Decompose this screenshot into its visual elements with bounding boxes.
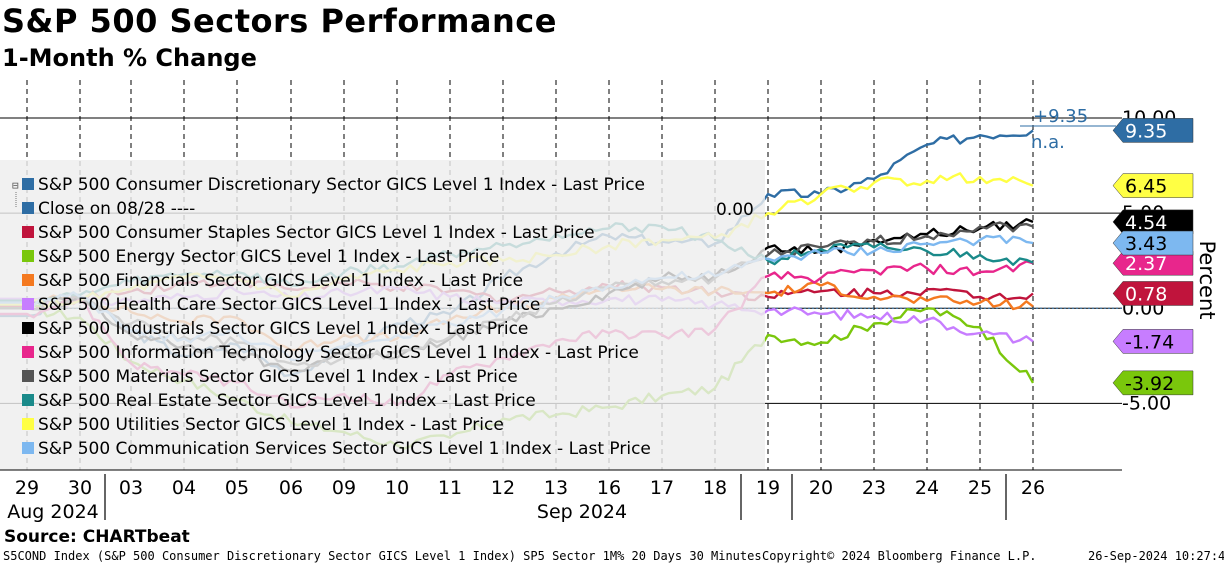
x-group-label-0: Aug 2024 (7, 501, 99, 523)
badge-shape-5 (1112, 329, 1194, 354)
chart-subtitle: 1-Month % Change (2, 44, 257, 72)
badge-label-5: -1.74 (1125, 331, 1174, 353)
x-tick-label-10: 13 (544, 477, 568, 499)
footer-copyright: Copyright© 2024 Bloomberg Finance L.P. (762, 549, 1037, 563)
badge-label-10: 6.45 (1125, 176, 1167, 198)
axis-layer: 29 30 03 04 05 06 09 10 11 12 13 16 17 18 19 20 23 24 25 26… (0, 106, 1219, 523)
last-value-badges: 9.35 0.78 -3.92 -1.74 4.54 2.37 6.45 3.43 (1112, 118, 1194, 396)
x-tick-label-19: 26 (1021, 477, 1045, 499)
legend-box (0, 160, 765, 470)
badge-shape-10 (1112, 173, 1194, 198)
legend-label-0: S&P 500 Consumer Discretionary Sector GI… (38, 175, 645, 195)
legend-swatch-7 (22, 346, 34, 358)
annotation-change: +9.35 (1033, 106, 1088, 127)
legend: ⊟ S&P 500 Consumer Discretionary Sector G… (0, 160, 765, 470)
x-tick-label-1: 30 (68, 477, 92, 499)
x-group-label-1: Sep 2024 (537, 501, 627, 523)
x-tick-label-17: 24 (915, 477, 939, 499)
badge-label-7: 2.37 (1125, 253, 1167, 275)
legend-label-7: S&P 500 Information Technology Sector GI… (38, 343, 639, 363)
footer-timestamp: 26-Sep-2024 10:27:45 (1088, 549, 1224, 563)
badge-label-0: 9.35 (1125, 120, 1167, 142)
legend-swatch-4 (22, 274, 34, 286)
x-tick-label-3: 04 (172, 477, 196, 499)
x-tick-label-18: 25 (968, 477, 992, 499)
badge-shape-11 (1112, 230, 1194, 256)
x-tick-label-2: 03 (119, 477, 143, 499)
legend-swatch-10 (22, 418, 34, 430)
legend-swatch-1 (22, 202, 34, 214)
legend-label-2: S&P 500 Consumer Staples Sector GICS Lev… (38, 223, 595, 243)
x-tick-label-5: 06 (279, 477, 303, 499)
legend-swatch-2 (22, 226, 34, 238)
x-tick-label-9: 12 (491, 477, 515, 499)
x-tick-label-8: 11 (438, 477, 462, 499)
annotation-na: n.a. (1031, 132, 1065, 153)
source-label: Source: CHARTbeat (4, 527, 190, 547)
legend-label-6: S&P 500 Industrials Sector GICS Level 1 … (38, 319, 528, 339)
legend-swatch-11 (22, 442, 34, 454)
x-tick-label-14: 19 (756, 477, 780, 499)
legend-label-1: Close on 08/28 ---- (38, 199, 195, 219)
badge-label-2: 0.78 (1125, 283, 1167, 305)
legend-swatch-0 (22, 178, 34, 190)
legend-swatch-8 (22, 370, 34, 382)
close-value-label: 0.00 (716, 200, 754, 220)
legend-label-11: S&P 500 Communication Services Sector GI… (38, 439, 651, 459)
legend-swatch-6 (22, 322, 34, 334)
badge-shape-3 (1112, 370, 1194, 396)
legend-swatch-5 (22, 298, 34, 310)
legend-swatch-3 (22, 250, 34, 262)
x-tick-label-15: 20 (809, 477, 833, 499)
x-tick-label-12: 17 (650, 477, 674, 499)
footer-index-description: S5COND Index (S&P 500 Consumer Discretio… (3, 549, 762, 563)
legend-label-9: S&P 500 Real Estate Sector GICS Level 1 … (38, 391, 536, 411)
badge-label-6: 4.54 (1125, 212, 1167, 234)
legend-label-8: S&P 500 Materials Sector GICS Level 1 In… (38, 367, 518, 387)
legend-label-3: S&P 500 Energy Sector GICS Level 1 Index… (38, 247, 499, 267)
x-tick-label-0: 29 (15, 477, 39, 499)
badge-shape-2 (1112, 281, 1194, 306)
badge-label-11: 3.43 (1125, 233, 1167, 255)
x-tick-label-4: 05 (225, 477, 249, 499)
x-tick-label-11: 16 (597, 477, 621, 499)
legend-label-10: S&P 500 Utilities Sector GICS Level 1 In… (38, 415, 504, 435)
legend-swatch-9 (22, 394, 34, 406)
legend-label-4: S&P 500 Financials Sector GICS Level 1 I… (38, 271, 523, 291)
y-axis-title: Percent (1195, 240, 1219, 319)
x-tick-label-7: 10 (385, 477, 409, 499)
x-tick-label-6: 09 (332, 477, 356, 499)
badge-shape-0 (1112, 118, 1194, 143)
x-tick-label-13: 18 (703, 477, 727, 499)
y-tick-label-3: -5.00 (1122, 392, 1171, 414)
legend-label-5: S&P 500 Health Care Sector GICS Level 1 … (38, 295, 540, 315)
legend-collapse-icon[interactable]: ⊟ (12, 179, 19, 192)
badge-label-3: -3.92 (1125, 373, 1174, 395)
chart-title: S&P 500 Sectors Performance (2, 2, 557, 40)
badge-shape-6 (1112, 209, 1194, 235)
x-tick-label-16: 23 (862, 477, 886, 499)
